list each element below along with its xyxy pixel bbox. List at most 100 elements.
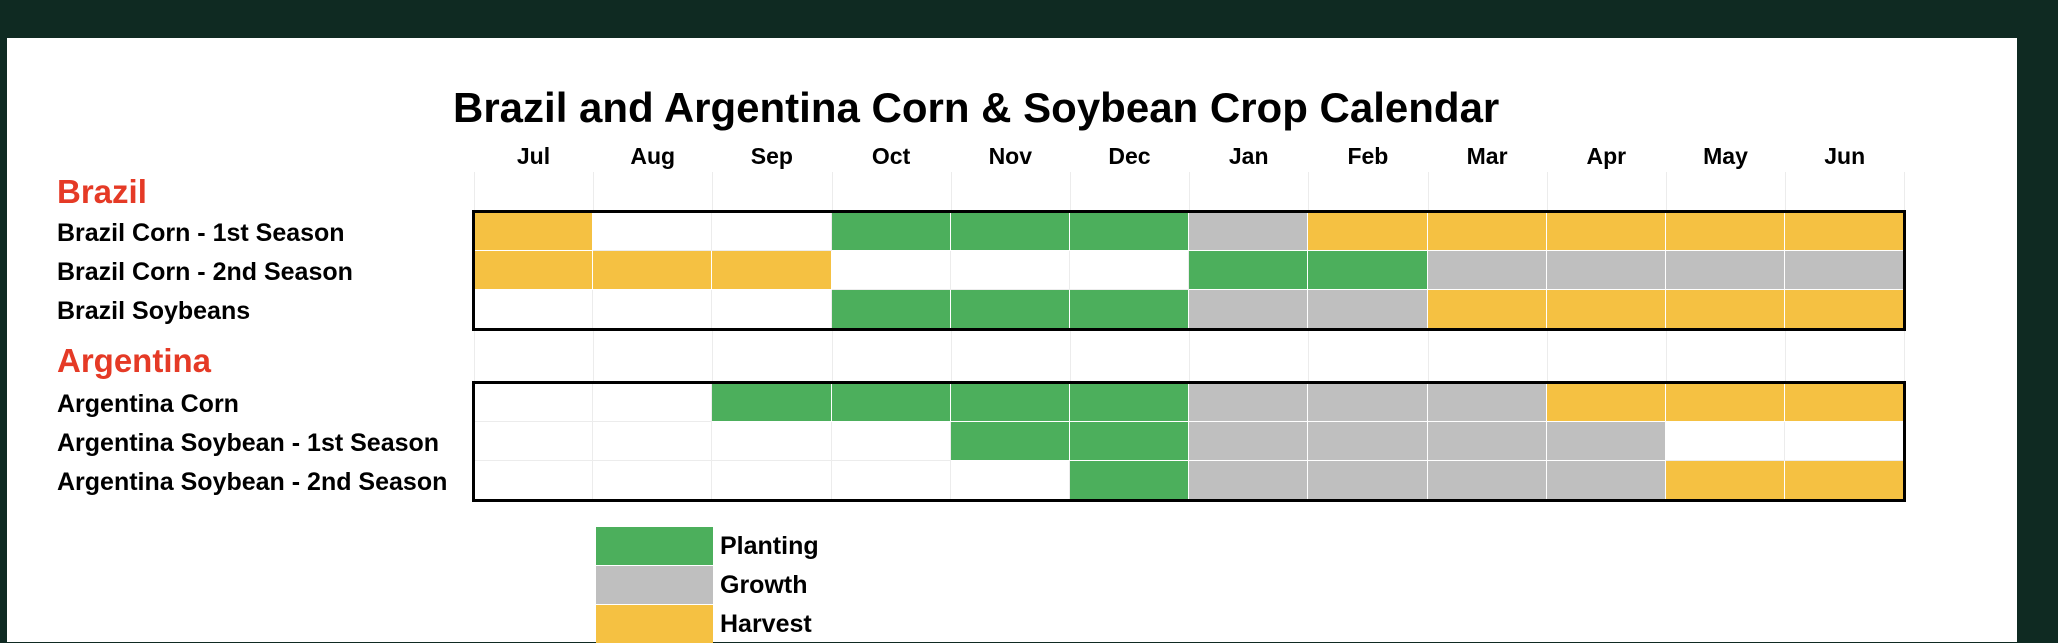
calendar-cell <box>1546 290 1666 329</box>
calendar-cell <box>1785 290 1905 329</box>
gridline <box>1785 172 1787 502</box>
calendar-cell <box>1427 251 1547 290</box>
calendar-cell <box>1189 383 1309 422</box>
calendar-cell <box>1070 290 1190 329</box>
calendar-cell <box>593 422 713 461</box>
calendar-cell <box>1546 422 1666 461</box>
row-label: Argentina Soybean - 1st Season <box>57 429 440 457</box>
calendar-cell <box>1666 461 1786 500</box>
calendar-cell <box>831 422 951 461</box>
month-header-jul: Jul <box>516 143 551 169</box>
calendar-cell <box>1666 212 1786 251</box>
calendar-cell <box>1427 461 1547 500</box>
calendar-cell <box>474 290 594 329</box>
calendar-cell <box>1189 290 1309 329</box>
gridline <box>1546 172 1548 502</box>
calendar-cell <box>1308 461 1428 500</box>
calendar-cell <box>1546 251 1666 290</box>
gridline <box>831 172 833 502</box>
calendar-cell <box>1308 290 1428 329</box>
calendar-cell <box>831 251 951 290</box>
gridline <box>1308 172 1310 502</box>
calendar-cell <box>831 212 951 251</box>
calendar-cell <box>1189 422 1309 461</box>
calendar-cell <box>712 461 832 500</box>
calendar-cell <box>1546 383 1666 422</box>
calendar-cell <box>1427 422 1547 461</box>
month-header-oct: Oct <box>871 143 911 169</box>
month-header-apr: Apr <box>1586 143 1627 169</box>
calendar-cell <box>1785 422 1905 461</box>
legend-label-planting: Planting <box>720 532 819 560</box>
calendar-cell <box>950 422 1070 461</box>
calendar-cell <box>474 212 594 251</box>
calendar-cell <box>474 461 594 500</box>
calendar-cell <box>950 251 1070 290</box>
month-header-jan: Jan <box>1228 143 1269 169</box>
calendar-cell <box>831 383 951 422</box>
calendar-cell <box>1308 212 1428 251</box>
calendar-cell <box>474 251 594 290</box>
gridline <box>950 172 952 502</box>
calendar-cell <box>593 251 713 290</box>
chart-title: Brazil and Argentina Corn & Soybean Crop… <box>453 84 1500 131</box>
gridline <box>593 172 595 502</box>
gridline <box>1904 172 1906 502</box>
calendar-cell <box>1308 422 1428 461</box>
calendar-cell <box>950 383 1070 422</box>
gridline <box>1189 172 1191 502</box>
legend-swatch-harvest <box>596 605 713 643</box>
calendar-cell <box>831 461 951 500</box>
calendar-cell <box>1189 461 1309 500</box>
calendar-cell <box>1189 212 1309 251</box>
calendar-cell <box>1427 212 1547 251</box>
calendar-cell <box>712 290 832 329</box>
calendar-cell <box>1070 383 1190 422</box>
month-header-feb: Feb <box>1347 143 1389 169</box>
gridline <box>1427 172 1429 502</box>
calendar-cell <box>1785 461 1905 500</box>
calendar-cell <box>1666 251 1786 290</box>
calendar-cell <box>1308 251 1428 290</box>
calendar-cell <box>593 212 713 251</box>
month-header-aug: Aug <box>630 143 676 169</box>
month-header-jun: Jun <box>1824 143 1866 169</box>
calendar-cell <box>1666 383 1786 422</box>
calendar-cell <box>712 383 832 422</box>
section-label-argentina: Argentina <box>57 342 212 379</box>
calendar-cell <box>1070 212 1190 251</box>
calendar-cell <box>1785 212 1905 251</box>
calendar-cell <box>1070 251 1190 290</box>
calendar-cell <box>1308 383 1428 422</box>
calendar-cell <box>950 290 1070 329</box>
legend-swatch-planting <box>596 527 713 565</box>
row-label: Brazil Corn - 2nd Season <box>57 258 353 286</box>
calendar-cell <box>474 422 594 461</box>
calendar-cell <box>593 383 713 422</box>
calendar-cell <box>1546 212 1666 251</box>
calendar-cell <box>593 461 713 500</box>
row-label: Argentina Corn <box>57 390 239 418</box>
row-label: Brazil Soybeans <box>57 297 251 325</box>
calendar-cell <box>1070 422 1190 461</box>
month-header-mar: Mar <box>1466 143 1508 169</box>
calendar-cell <box>474 383 594 422</box>
chart-panel <box>7 38 2017 642</box>
calendar-cell <box>950 212 1070 251</box>
calendar-cell <box>1666 290 1786 329</box>
month-header-dec: Dec <box>1108 143 1151 169</box>
calendar-cell <box>1427 383 1547 422</box>
calendar-cell <box>950 461 1070 500</box>
calendar-cell <box>1427 290 1547 329</box>
section-label-brazil: Brazil <box>57 173 147 210</box>
legend-swatch-growth <box>596 566 713 604</box>
gridline <box>474 172 475 502</box>
gridline <box>1070 172 1071 502</box>
legend-label-harvest: Harvest <box>720 610 812 638</box>
legend-label-growth: Growth <box>720 571 808 599</box>
row-label: Brazil Corn - 1st Season <box>57 219 345 247</box>
calendar-cell <box>831 290 951 329</box>
month-header-may: May <box>1703 143 1748 169</box>
calendar-cell <box>712 422 832 461</box>
gridline <box>712 172 714 502</box>
